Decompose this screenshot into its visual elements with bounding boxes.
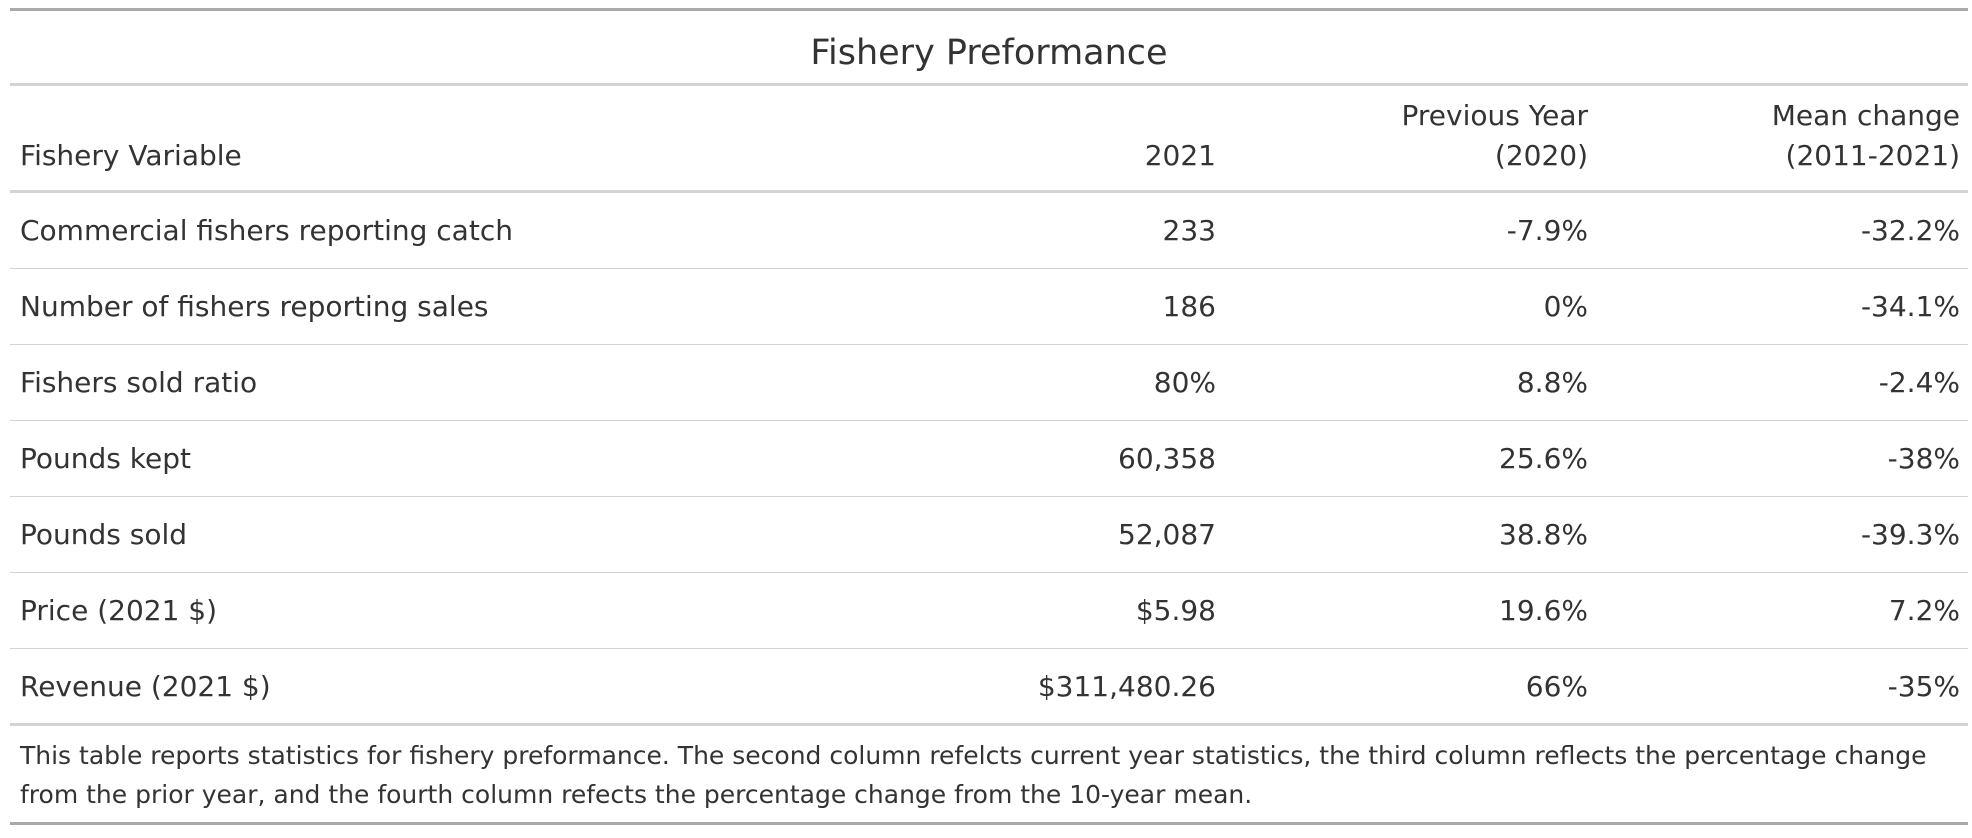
- header-current-year: 2021: [1144, 139, 1216, 172]
- cell-variable: Pounds kept: [20, 442, 191, 475]
- cell-current: 80%: [1153, 366, 1216, 399]
- header-previous-year-line1: Previous Year: [1401, 99, 1588, 132]
- header-row: Fishery Variable 2021 Previous Year (202…: [10, 86, 1968, 193]
- table-title: Fishery Preformance: [10, 11, 1968, 86]
- cell-variable: Price (2021 $): [20, 594, 218, 627]
- cell-variable: Pounds sold: [20, 518, 188, 551]
- table-row: Pounds sold 52,087 38.8% -39.3%: [10, 497, 1968, 573]
- cell-prev-change: 8.8%: [1516, 366, 1588, 399]
- cell-mean-change: 7.2%: [1888, 594, 1960, 627]
- cell-mean-change: -2.4%: [1878, 366, 1960, 399]
- cell-prev-change: 25.6%: [1499, 442, 1588, 475]
- cell-variable: Commercial fishers reporting catch: [20, 214, 513, 247]
- cell-prev-change: 0%: [1543, 290, 1588, 323]
- data-table: Fishery Preformance Fishery Variable 202…: [10, 8, 1968, 825]
- cell-prev-change: 38.8%: [1499, 518, 1588, 551]
- cell-prev-change: -7.9%: [1506, 214, 1588, 247]
- header-variable: Fishery Variable: [20, 139, 242, 172]
- table-row: Commercial fishers reporting catch 233 -…: [10, 193, 1968, 269]
- top-rule: [10, 8, 1968, 11]
- cell-current: $5.98: [1135, 594, 1216, 627]
- table-footnote: This table reports statistics for fisher…: [10, 726, 1968, 825]
- cell-mean-change: -39.3%: [1860, 518, 1960, 551]
- cell-current: 233: [1162, 214, 1216, 247]
- cell-variable: Number of fishers reporting sales: [20, 290, 489, 323]
- cell-current: $311,480.26: [1037, 669, 1216, 703]
- cell-current: 186: [1162, 290, 1216, 323]
- cell-mean-change: -35%: [1887, 669, 1960, 703]
- cell-mean-change: -34.1%: [1860, 290, 1960, 323]
- cell-current: 60,358: [1118, 442, 1216, 475]
- header-mean-change-line2: (2011-2021): [1785, 139, 1960, 172]
- header-previous-year: Previous Year (2020): [1216, 96, 1588, 190]
- cell-prev-change: 66%: [1525, 669, 1588, 703]
- cell-mean-change: -38%: [1887, 442, 1960, 475]
- header-mean-change: Mean change (2011-2021): [1588, 96, 1960, 190]
- cell-mean-change: -32.2%: [1860, 214, 1960, 247]
- header-mean-change-line1: Mean change: [1771, 99, 1960, 132]
- header-previous-year-line2: (2020): [1494, 139, 1588, 172]
- cell-variable: Fishers sold ratio: [20, 366, 258, 399]
- cell-variable: Revenue (2021 $): [20, 669, 271, 703]
- table-row: Number of fishers reporting sales 186 0%…: [10, 269, 1968, 345]
- table-row: Fishers sold ratio 80% 8.8% -2.4%: [10, 345, 1968, 421]
- table-row: Pounds kept 60,358 25.6% -38%: [10, 421, 1968, 497]
- cell-current: 52,087: [1118, 518, 1216, 551]
- table-row: Price (2021 $) $5.98 19.6% 7.2%: [10, 573, 1968, 649]
- cell-prev-change: 19.6%: [1499, 594, 1588, 627]
- table-row: Revenue (2021 $) $311,480.26 66% -35%: [10, 649, 1968, 726]
